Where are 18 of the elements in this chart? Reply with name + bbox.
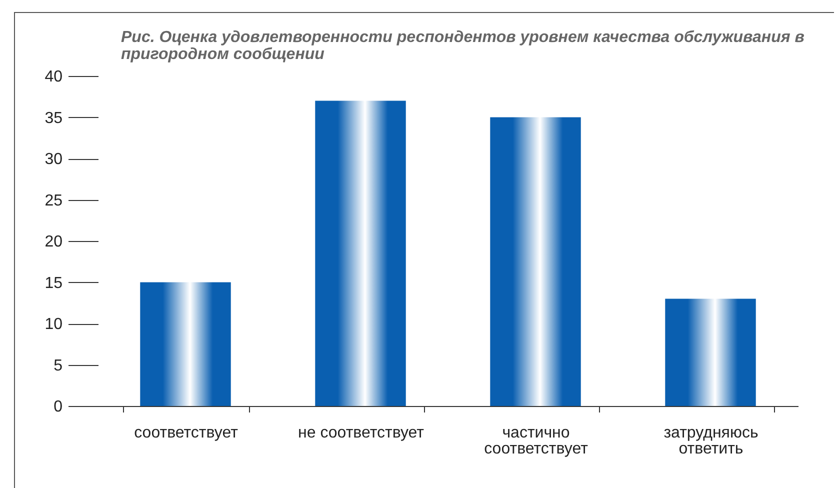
x-tick-label: не соответствует — [298, 424, 425, 442]
y-tick-label: 10 — [44, 316, 63, 333]
y-tick-label: 25 — [44, 192, 63, 210]
x-tick-label: соответствует — [134, 424, 239, 442]
y-tick-label: 35 — [44, 110, 63, 127]
x-tick-label: затрудняюсь ответить — [664, 424, 758, 458]
bar — [490, 117, 581, 406]
bar — [140, 282, 231, 406]
y-tick-label: 0 — [54, 398, 63, 416]
y-tick-label: 20 — [44, 234, 63, 250]
bar — [315, 100, 406, 406]
y-tick-label: 5 — [54, 357, 63, 374]
y-tick-label: 30 — [44, 151, 63, 168]
y-tick-label: 40 — [44, 68, 63, 86]
bar — [665, 298, 756, 406]
chart-title: Рис. Оценка удовлетворенности респондентов уровнем качества обслуживания в пригородном сообщении — [121, 29, 806, 63]
x-tick-label: частично соответствует — [484, 424, 589, 458]
y-tick-label: 15 — [44, 274, 63, 292]
